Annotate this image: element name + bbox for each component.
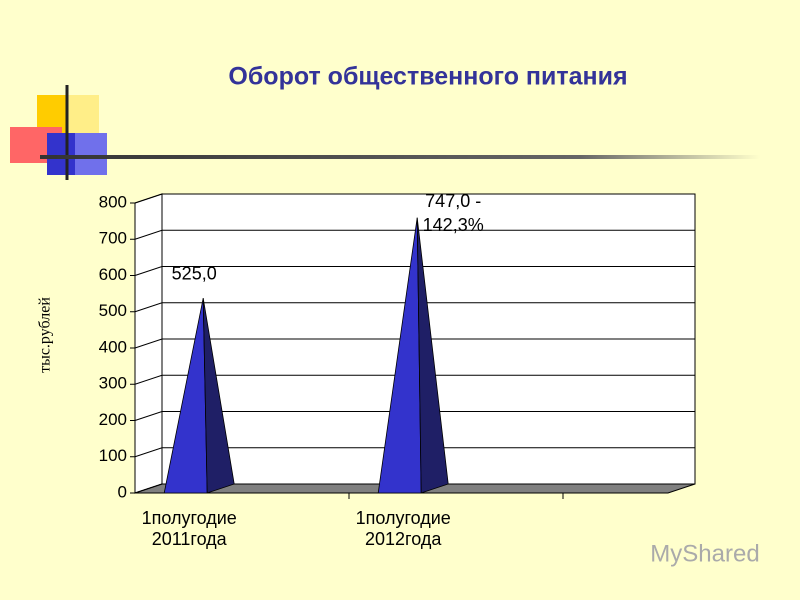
grid-line [134, 374, 695, 385]
x-tick-label-line: 2012года [365, 529, 442, 549]
grid-line [134, 229, 695, 240]
y-tick-label: 500 [99, 301, 127, 320]
x-tick-label-line: 1полугодие [142, 508, 237, 528]
y-tick-label: 100 [99, 446, 127, 465]
decoration [10, 85, 760, 180]
value-label-line: 747,0 - [425, 191, 481, 211]
value-label: 747,0 - 142,3% [423, 191, 484, 235]
value-label-line: 525,0 [172, 263, 217, 283]
value-label-line: 142,3% [423, 215, 484, 235]
y-tick-label: 700 [99, 229, 127, 248]
y-tick-label: 600 [99, 265, 127, 284]
grid-line [134, 302, 695, 313]
deco-line-h [40, 155, 760, 159]
pyramid-side [202, 298, 235, 494]
y-tick-label: 300 [99, 374, 127, 393]
y-axis-label: тыс.рублей [37, 297, 54, 373]
x-tick-label: 1полугодие 2011года [142, 508, 237, 549]
deco-yellow-light [68, 95, 99, 140]
grid-line [134, 483, 695, 494]
pyramid-side [416, 217, 449, 494]
x-tick-label-line: 1полугодие [356, 508, 451, 528]
grid-line [134, 447, 695, 458]
y-tick-label: 0 [118, 482, 127, 501]
watermark: MyShared [650, 540, 759, 567]
pyramid [377, 217, 449, 494]
pyramid [163, 298, 235, 494]
x-tick-label-line: 2011года [152, 529, 228, 549]
deco-blue-light [75, 133, 107, 175]
y-tick-label: 200 [99, 410, 127, 429]
value-label: 525,0 [172, 263, 217, 283]
grid-line [134, 411, 695, 421]
y-tick-label: 400 [99, 337, 127, 356]
grid-line [134, 338, 695, 349]
grid-line [134, 266, 695, 276]
grid-line [134, 193, 695, 204]
x-tick-label: 1полугодие 2012года [356, 508, 451, 549]
chart-title: Оборот общественного питания [228, 63, 627, 91]
y-tick-label: 800 [99, 192, 127, 211]
